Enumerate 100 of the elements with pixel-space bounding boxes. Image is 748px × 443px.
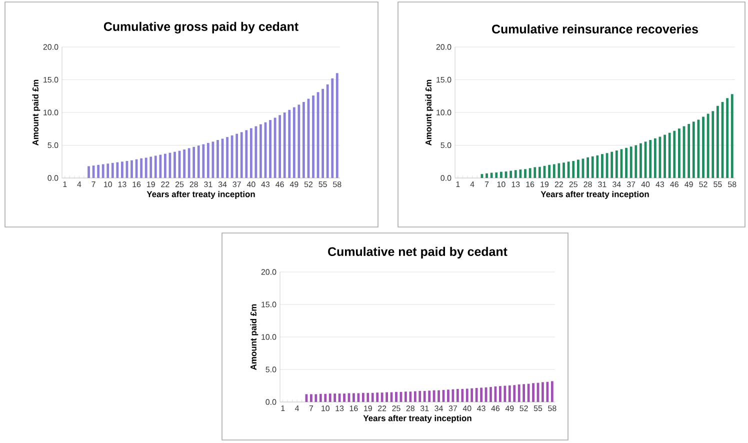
bar	[331, 78, 334, 178]
x-axis-title: Years after treaty inception	[363, 414, 472, 423]
x-axis-title: Years after treaty inception	[146, 190, 255, 199]
bar	[466, 388, 468, 402]
chart-title: Cumulative gross paid by cedant	[104, 22, 298, 34]
y-axis-title: Amount paid £m	[250, 304, 258, 370]
bar	[423, 390, 426, 402]
bar	[292, 107, 296, 178]
bar	[298, 104, 300, 178]
bar	[278, 115, 282, 178]
bar	[480, 388, 482, 402]
bar	[312, 95, 314, 178]
bar	[254, 126, 258, 178]
bar	[328, 394, 332, 402]
bar	[586, 157, 589, 178]
bar	[706, 114, 710, 178]
bar	[438, 390, 440, 402]
bar	[336, 73, 338, 178]
bar	[206, 142, 210, 178]
bar	[314, 394, 318, 402]
bar	[532, 383, 534, 402]
bar	[352, 393, 355, 402]
bar	[542, 382, 544, 402]
bar	[572, 160, 575, 178]
bar	[371, 392, 374, 402]
bar	[236, 134, 238, 178]
bar	[404, 392, 407, 402]
bar	[106, 164, 110, 178]
y-axis-title: Amount paid £m	[32, 80, 40, 146]
bar	[634, 145, 638, 178]
bar	[226, 137, 228, 178]
bar	[366, 392, 370, 402]
bar	[480, 174, 484, 178]
bar	[150, 156, 152, 178]
bar	[625, 148, 628, 178]
bar	[452, 389, 454, 402]
bar	[357, 393, 360, 402]
bar	[716, 106, 719, 178]
bar	[102, 164, 104, 178]
y-axis-title: Amount paid £m	[425, 80, 434, 146]
chart-title: Cumulative reinsurance recoveries	[492, 24, 698, 34]
bar	[376, 392, 379, 402]
bar	[343, 394, 346, 402]
bar	[730, 94, 734, 178]
bar	[591, 156, 594, 178]
bar	[192, 146, 196, 178]
bar	[418, 390, 422, 402]
bar	[546, 382, 549, 402]
bar	[610, 152, 614, 178]
bar	[702, 116, 704, 178]
bar	[534, 167, 536, 178]
bar	[470, 388, 474, 402]
bar	[334, 394, 336, 402]
bar	[558, 163, 560, 178]
bar	[513, 385, 516, 402]
bar	[630, 146, 632, 178]
bar	[562, 162, 565, 178]
bar	[324, 394, 327, 402]
bar	[380, 392, 384, 402]
bar	[500, 172, 502, 178]
bar	[174, 152, 176, 178]
bar	[490, 387, 492, 402]
bar	[154, 156, 157, 178]
bar	[188, 148, 190, 178]
bar	[130, 160, 133, 178]
bar	[649, 140, 652, 178]
bar	[428, 390, 431, 402]
bar	[538, 166, 541, 178]
bar	[678, 128, 680, 178]
bar	[601, 154, 604, 178]
bar	[692, 122, 695, 178]
bar	[183, 149, 186, 178]
bar	[664, 134, 666, 178]
bar	[490, 172, 493, 178]
bar	[202, 144, 205, 178]
bar	[283, 112, 286, 178]
bar	[498, 386, 502, 402]
bar	[230, 135, 234, 178]
bar	[240, 132, 243, 178]
bar	[514, 170, 517, 178]
bar	[120, 162, 124, 178]
bar	[111, 162, 114, 178]
bar	[269, 120, 272, 178]
bar	[519, 169, 522, 178]
bar	[461, 388, 464, 402]
bar	[654, 138, 656, 178]
bar	[250, 128, 252, 178]
bar	[395, 392, 398, 402]
bar	[302, 102, 305, 178]
bar	[216, 140, 219, 178]
bar	[362, 392, 364, 402]
bar	[456, 388, 459, 402]
bar	[550, 381, 554, 402]
bar	[245, 130, 248, 178]
bar	[548, 164, 551, 178]
bar	[697, 120, 700, 178]
bar	[386, 392, 388, 402]
bar	[164, 154, 166, 178]
bar	[518, 384, 520, 402]
bar	[673, 130, 676, 178]
